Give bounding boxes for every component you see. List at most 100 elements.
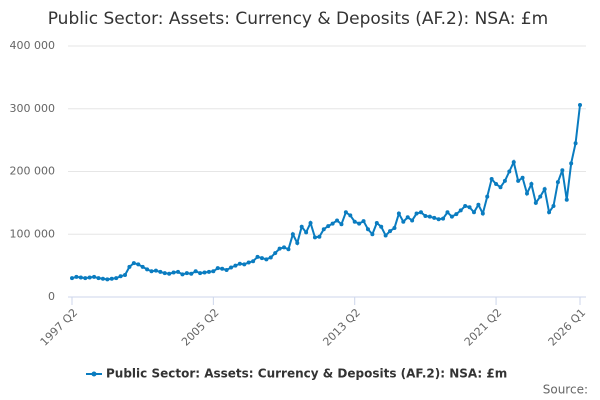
data-point [83, 276, 88, 281]
data-point [312, 235, 317, 240]
data-point [467, 205, 472, 210]
data-point [396, 211, 401, 216]
data-point [153, 268, 158, 273]
data-point [70, 276, 74, 281]
data-point [193, 269, 198, 274]
source-label: Source: [543, 383, 588, 397]
data-point [149, 269, 154, 274]
data-point [317, 234, 322, 239]
legend-marker [91, 371, 97, 377]
data-point [520, 175, 525, 180]
data-point [365, 227, 370, 232]
data-point [436, 217, 441, 222]
data-point [299, 224, 304, 229]
data-point [489, 177, 494, 182]
data-point [401, 219, 406, 224]
data-point [480, 211, 485, 216]
data-point [259, 256, 264, 261]
data-point [304, 230, 309, 235]
data-point [105, 277, 110, 282]
data-point [529, 182, 534, 187]
data-point [392, 225, 397, 230]
data-point [255, 254, 260, 259]
data-point [330, 221, 335, 226]
data-point [145, 267, 150, 272]
data-point [414, 211, 419, 216]
data-point [184, 271, 189, 276]
data-point [295, 241, 300, 246]
data-point [180, 272, 185, 277]
data-point [445, 210, 450, 215]
data-point [418, 210, 423, 215]
y-tick-label: 200 000 [10, 165, 56, 178]
data-point [220, 266, 225, 271]
data-point [555, 180, 560, 185]
x-tick-label: 2005 Q2 [179, 306, 222, 349]
data-point [158, 269, 163, 274]
data-point [211, 269, 216, 274]
data-point [233, 263, 238, 268]
data-point [485, 194, 490, 199]
data-point [140, 264, 145, 269]
y-tick-label: 300 000 [10, 102, 56, 115]
data-point [533, 200, 538, 205]
data-point [136, 262, 141, 267]
data-point [560, 168, 565, 173]
data-point [578, 102, 582, 107]
series-line [71, 104, 581, 281]
data-point [388, 229, 393, 234]
data-point [379, 224, 384, 229]
data-point [123, 273, 128, 278]
data-point [502, 178, 507, 183]
data-point [189, 271, 194, 276]
data-point [498, 185, 503, 190]
data-point [282, 245, 287, 250]
data-point [202, 270, 207, 275]
data-point [410, 218, 415, 223]
data-point [494, 182, 499, 187]
data-point [171, 270, 176, 275]
data-point [339, 222, 344, 227]
data-point [176, 269, 181, 274]
data-point [229, 265, 234, 270]
data-point [273, 251, 278, 256]
data-point [290, 232, 295, 237]
data-point [516, 178, 521, 183]
data-point [357, 221, 362, 226]
data-point [427, 214, 432, 219]
data-point [286, 247, 291, 252]
data-point [441, 216, 446, 221]
data-point [471, 210, 476, 215]
x-tick-label: 2013 Q2 [320, 306, 363, 349]
data-point [198, 271, 203, 276]
data-point [326, 224, 331, 229]
data-point [268, 255, 273, 260]
data-point [264, 257, 269, 262]
y-tick-label: 400 000 [10, 39, 56, 52]
x-tick-label: 2026 Q1 [546, 306, 589, 349]
data-point [96, 276, 101, 281]
data-point [374, 220, 379, 225]
data-point [511, 160, 516, 165]
data-point [569, 161, 574, 166]
data-point [551, 204, 556, 209]
data-point [237, 261, 242, 266]
data-point [564, 197, 569, 202]
data-point [538, 194, 543, 199]
y-tick-label: 0 [48, 290, 55, 303]
data-point [127, 264, 132, 269]
data-point [454, 212, 459, 217]
data-point [246, 260, 251, 265]
data-point [118, 274, 123, 279]
data-point [308, 220, 313, 225]
data-point [449, 214, 454, 219]
data-point [92, 274, 97, 279]
data-point [405, 215, 410, 220]
data-point [458, 208, 463, 213]
data-point [335, 218, 340, 223]
data-point [432, 215, 437, 220]
data-point [547, 210, 552, 215]
data-point [131, 261, 136, 266]
data-point [573, 141, 578, 146]
